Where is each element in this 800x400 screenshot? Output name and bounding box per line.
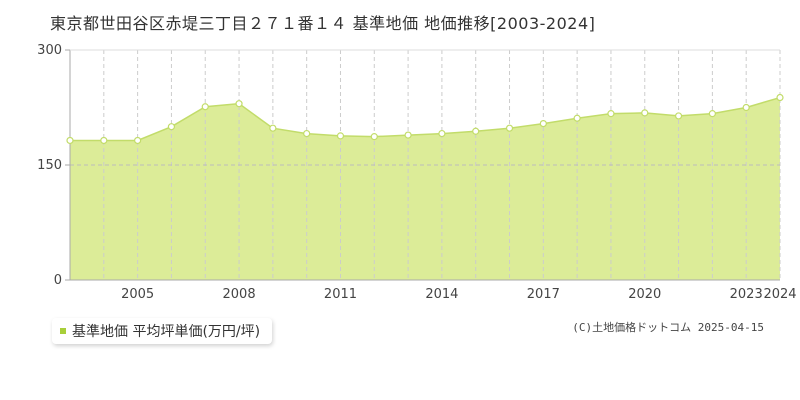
- data-point-2023: [742, 103, 750, 112]
- x-tick-label-2014: 2014: [425, 287, 458, 300]
- data-point-2015: [472, 127, 480, 135]
- data-point-2020: [641, 109, 649, 117]
- data-point-2016: [505, 124, 514, 132]
- series-area: [70, 97, 780, 281]
- axis-layer: [65, 49, 780, 281]
- legend: 基準地価 平均坪単価(万円/坪): [52, 318, 273, 344]
- data-point-2006: [167, 123, 176, 131]
- legend-label: 基準地価 平均坪単価(万円/坪): [72, 324, 261, 340]
- y-tick-label-0: 0: [54, 273, 62, 288]
- point-layer: [66, 93, 784, 145]
- x-tick-label-2023: 2023: [730, 287, 763, 300]
- data-point-2003: [66, 136, 74, 145]
- data-point-2014: [438, 129, 446, 138]
- y-tick-label-150: 150: [37, 158, 62, 173]
- grid-layer: [70, 50, 781, 280]
- data-point-2012: [370, 133, 378, 141]
- data-point-2017: [539, 119, 547, 128]
- area-layer: [70, 96, 781, 281]
- data-point-2024: [776, 93, 784, 102]
- x-tick-label-2017: 2017: [527, 287, 560, 300]
- data-point-2004: [100, 136, 108, 145]
- data-point-2022: [708, 110, 716, 118]
- data-point-2011: [336, 132, 345, 140]
- x-tick-label-2020: 2020: [628, 287, 661, 300]
- x-tick-label-2024: 2024: [763, 287, 796, 300]
- credit-text: (C)土地価格ドットコム 2025-04-15: [572, 321, 764, 334]
- chart-plot: 0 150 300 2005 2008 2011 2014 2017 2020 2023 2024: [37, 43, 796, 300]
- legend-marker: [60, 328, 66, 334]
- data-point-2010: [303, 129, 311, 138]
- data-point-2021: [674, 112, 683, 120]
- series-line: [70, 96, 781, 142]
- label-layer: 0 150 300 2005 2008 2011 2014 2017 2020 2023 2024: [37, 43, 796, 300]
- data-point-2019: [607, 110, 615, 118]
- data-point-2009: [269, 124, 277, 132]
- data-point-2008: [235, 100, 243, 108]
- x-tick-label-2008: 2008: [223, 287, 256, 300]
- x-tick-label-2011: 2011: [324, 287, 357, 300]
- chart-title: 東京都世田谷区赤堤三丁目２７１番１４ 基準地価 地価推移[2003-2024]: [50, 14, 596, 33]
- data-point-2007: [201, 103, 209, 111]
- data-point-2005: [134, 136, 142, 145]
- x-tick-label-2005: 2005: [121, 287, 154, 300]
- y-tick-label-300: 300: [37, 43, 62, 58]
- data-point-2018: [573, 114, 581, 122]
- data-point-2013: [404, 131, 412, 139]
